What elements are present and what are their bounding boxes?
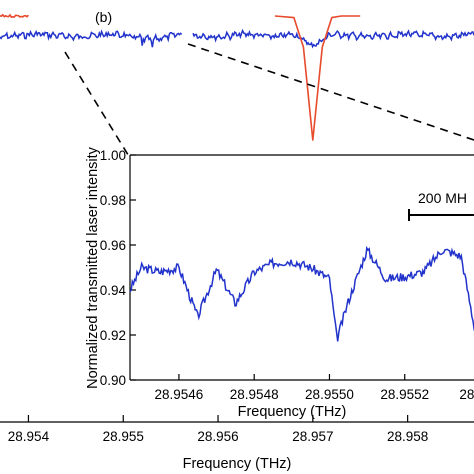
inset-panel: 0.90 0.92 0.94 0.96 0.98 1.00 28.9546 28.9548 28…: [85, 146, 474, 420]
main-series-red-left: [0, 13, 29, 19]
inset-x-tick-label: 28.955: [459, 387, 474, 402]
inset-y-tick-label: 0.90: [100, 373, 126, 388]
inset-series-blue: [129, 245, 474, 342]
main-panel: 28.954 28.955 28.956 28.957 28.958 (b) Frequ…: [0, 9, 474, 472]
main-x-tick-label: 28.954: [8, 429, 50, 444]
main-x-axis-title: Frequency (THz): [183, 456, 292, 472]
inset-y-tick-label: 0.96: [100, 238, 126, 253]
scale-bar-label: 200 MH: [418, 190, 467, 206]
inset-y-tick-label: 0.98: [100, 193, 126, 208]
main-x-tick-label: 28.957: [292, 429, 333, 444]
scale-bar: 200 MH: [408, 190, 474, 221]
inset-y-tick-label: 0.92: [100, 328, 126, 343]
main-x-tick-label: 28.956: [197, 429, 238, 444]
inset-x-tick-label: 28.9550: [305, 387, 354, 402]
inset-x-tick-label: 28.9546: [155, 387, 204, 402]
zoom-guide-left: [64, 51, 131, 159]
inset-background: [130, 155, 474, 380]
main-x-tick-label: 28.955: [103, 429, 144, 444]
main-x-tick-label: 28.958: [387, 429, 428, 444]
inset-series-group: [129, 245, 474, 342]
main-x-ticks: 28.954 28.955 28.956 28.957 28.958: [8, 415, 428, 444]
main-series-red-dip: [274, 15, 361, 141]
main-series-group: [0, 13, 474, 141]
inset-x-axis-title: Frequency (THz): [238, 404, 347, 420]
main-series-blue: [0, 28, 474, 49]
inset-y-axis-title: Normalized transmitted laser intensity: [85, 146, 101, 389]
inset-x-tick-label: 28.9548: [230, 387, 279, 402]
inset-x-tick-label: 28.9552: [380, 387, 429, 402]
zoom-guide-right: [187, 43, 474, 141]
inset-y-tick-label: 1.00: [100, 148, 126, 163]
main-panel-label: (b): [95, 9, 112, 25]
inset-y-tick-label: 0.94: [100, 283, 127, 298]
inset-ticks: 0.90 0.92 0.94 0.96 0.98 1.00 28.9546 28.9548 28…: [100, 148, 474, 402]
